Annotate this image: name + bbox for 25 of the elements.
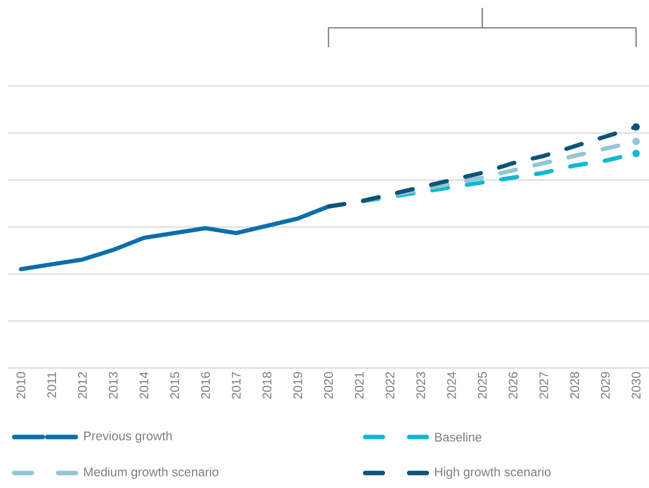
x-tick-label: 2029 [600,372,610,399]
x-tick-label: 2021 [354,372,364,399]
x-tick-label: 2030 [632,372,640,399]
x-tick-label: 2023 [416,372,426,399]
x-tick-label: 2027 [539,372,548,399]
legend-label: High growth scenario [435,467,551,479]
legend-label: Baseline [435,432,482,442]
x-tick-label: 2017 [232,372,241,399]
x-tick-label: 2024 [447,372,456,399]
legend-label: Medium growth scenario [84,467,218,479]
x-tick-label: 2025 [478,372,487,399]
legend-label: Previous growth [84,431,172,443]
x-tick-label: 2019 [293,372,302,399]
x-tick-label: 2026 [508,372,518,399]
x-tick-label: 2012 [78,372,87,399]
x-tick-label: 2016 [201,372,210,399]
x-tick-label: 2013 [108,372,118,399]
x-tick-label: 2020 [324,372,333,399]
x-tick-label: 2018 [262,372,272,399]
x-tick-label: 2022 [386,372,394,399]
x-tick-label: 2028 [570,372,579,399]
x-tick-label: 2015 [170,372,180,399]
x-tick-label: 2014 [140,372,148,399]
x-tick-label: 2010 [16,372,26,399]
x-tick-label: 2011 [47,372,56,398]
